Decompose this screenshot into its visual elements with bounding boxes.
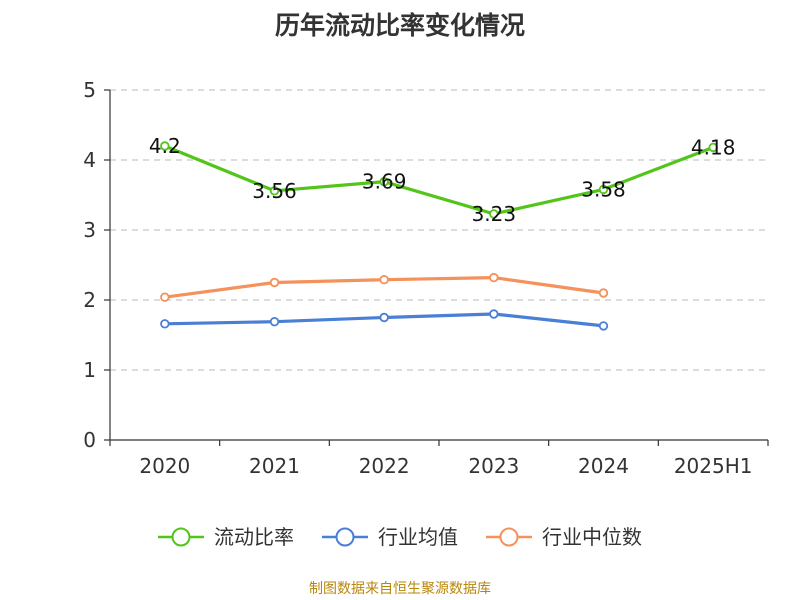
- data-point: [489, 309, 499, 319]
- legend-label: 流动比率: [214, 525, 294, 549]
- legend-item: 行业均值: [322, 525, 458, 549]
- data-point: [708, 142, 718, 153]
- y-tick-label: 2: [83, 288, 96, 312]
- source-note: 制图数据来自恒生聚源数据库: [309, 581, 491, 597]
- data-point: [269, 186, 280, 196]
- data-label: 3.23: [472, 202, 517, 226]
- data-point: [160, 292, 170, 302]
- y-tick-label: 4: [83, 148, 96, 172]
- data-point: [598, 321, 609, 331]
- data-point: [269, 317, 280, 327]
- x-tick-label: 2024: [578, 454, 629, 478]
- x-tick-label: 2020: [139, 454, 190, 478]
- data-point: [160, 141, 170, 151]
- x-tick-label: 2021: [249, 454, 300, 478]
- series-layer: [160, 141, 718, 331]
- data-label: 3.58: [581, 177, 626, 201]
- legend-marker-icon: [171, 527, 191, 547]
- grid-layer: [110, 89, 768, 371]
- data-label: 4.18: [691, 135, 736, 159]
- y-tick-label: 3: [83, 218, 96, 242]
- data-point: [489, 272, 499, 283]
- legend: 流动比率 行业均值 行业中位数: [158, 525, 642, 549]
- y-tick-label: 0: [83, 428, 96, 452]
- legend-marker-icon: [335, 527, 355, 547]
- data-point: [379, 176, 389, 187]
- data-point: [379, 312, 389, 323]
- x-tick-label: 2025H1: [674, 454, 753, 478]
- data-point: [160, 319, 170, 329]
- data-label: 3.69: [362, 170, 407, 194]
- axis-layer: 0 1 2 3 4 5 2020 2021 2022 2023 2024 2025H1: [83, 78, 769, 478]
- legend-marker-icon: [499, 527, 519, 547]
- legend-label: 行业中位数: [542, 525, 642, 549]
- legend-label: 行业均值: [378, 525, 458, 549]
- legend-item: 流动比率: [158, 525, 294, 549]
- x-tick-label: 2023: [468, 454, 519, 478]
- data-point: [598, 288, 609, 298]
- data-label-layer: 4.2 3.56 3.69 3.23 3.58 4.18: [149, 134, 736, 226]
- data-point: [269, 277, 280, 288]
- y-tick-label: 5: [83, 78, 96, 102]
- chart-title: 历年流动比率变化情况: [274, 11, 525, 40]
- data-point: [379, 275, 389, 285]
- data-point: [598, 184, 609, 195]
- series-line-0: [163, 144, 715, 216]
- legend-item: 行业中位数: [486, 525, 642, 549]
- x-tick-label: 2022: [359, 454, 410, 478]
- y-tick-label: 1: [83, 358, 96, 382]
- data-label: 3.56: [252, 179, 297, 203]
- data-label: 4.2: [149, 134, 181, 158]
- data-point: [489, 209, 499, 219]
